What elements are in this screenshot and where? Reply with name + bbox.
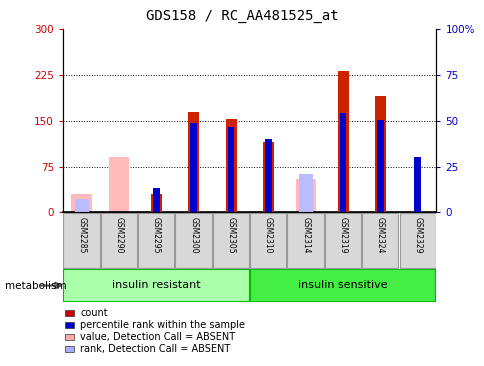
Bar	[249, 269, 436, 302]
Bar	[298, 175, 312, 212]
Text: GSM2300: GSM2300	[189, 217, 198, 253]
Text: insulin resistant: insulin resistant	[112, 280, 200, 291]
Text: GSM2319: GSM2319	[338, 217, 347, 253]
Text: GSM2295: GSM2295	[151, 217, 161, 253]
Bar	[190, 123, 197, 212]
Bar	[71, 194, 92, 212]
Text: GSM2285: GSM2285	[77, 217, 86, 253]
Bar	[153, 188, 159, 212]
Bar	[151, 194, 162, 212]
Text: GSM2314: GSM2314	[301, 217, 310, 253]
Text: rank, Detection Call = ABSENT: rank, Detection Call = ABSENT	[80, 344, 230, 354]
Bar	[287, 213, 323, 268]
Bar	[262, 142, 273, 212]
Bar	[324, 213, 360, 268]
Text: count: count	[80, 308, 107, 318]
Text: percentile rank within the sample: percentile rank within the sample	[80, 320, 244, 330]
Bar	[377, 120, 383, 212]
Bar	[108, 157, 129, 212]
Text: GDS158 / RC_AA481525_at: GDS158 / RC_AA481525_at	[146, 9, 338, 23]
Bar	[295, 179, 316, 212]
Bar	[227, 127, 234, 212]
Bar	[75, 199, 89, 212]
Text: GSM2324: GSM2324	[375, 217, 384, 253]
Text: insulin sensitive: insulin sensitive	[298, 280, 387, 291]
Bar	[250, 213, 286, 268]
Bar	[399, 213, 435, 268]
Bar	[374, 96, 385, 212]
Bar	[101, 213, 136, 268]
Bar	[362, 213, 397, 268]
Bar	[225, 119, 236, 212]
Bar	[188, 112, 199, 212]
Bar	[63, 213, 99, 268]
Bar	[339, 113, 346, 212]
Text: GSM2305: GSM2305	[226, 217, 235, 253]
Text: GSM2310: GSM2310	[263, 217, 272, 253]
Bar	[414, 157, 420, 212]
Bar	[337, 71, 348, 212]
Bar	[175, 213, 211, 268]
Bar	[138, 213, 174, 268]
Bar	[265, 139, 271, 212]
Bar	[212, 213, 248, 268]
Text: metabolism: metabolism	[5, 281, 66, 291]
Text: GSM2290: GSM2290	[114, 217, 123, 253]
Text: value, Detection Call = ABSENT: value, Detection Call = ABSENT	[80, 332, 235, 342]
Bar	[63, 269, 249, 302]
Text: GSM2329: GSM2329	[412, 217, 422, 253]
